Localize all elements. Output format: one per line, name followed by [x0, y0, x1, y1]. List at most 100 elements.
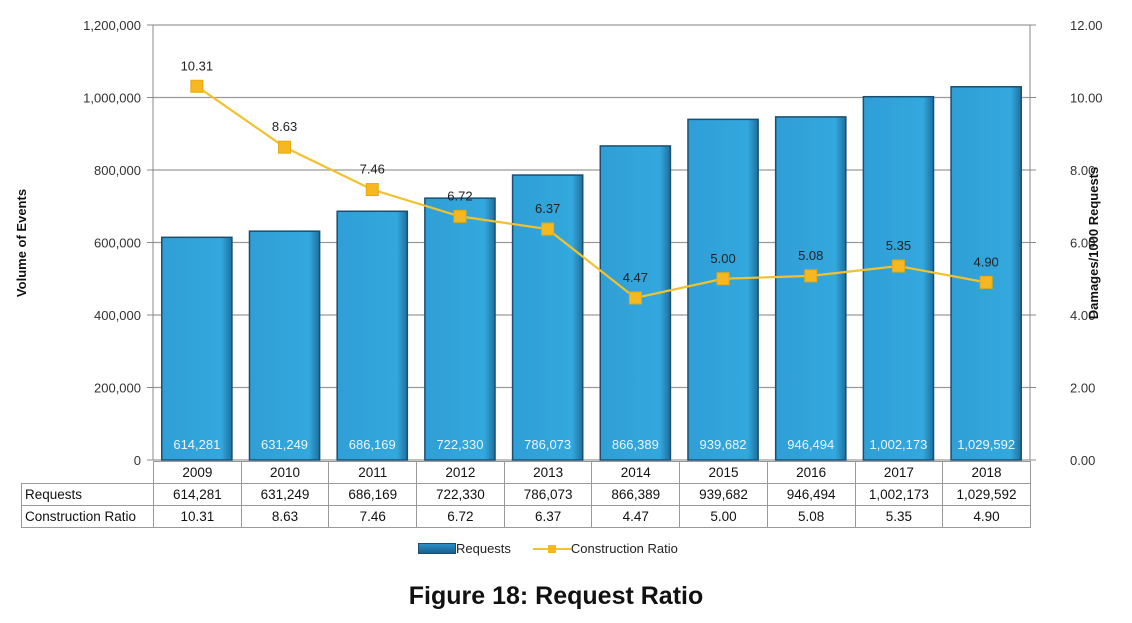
legend-line-swatch	[532, 544, 571, 554]
year-header: 2015	[679, 461, 768, 484]
bar-value-label: 614,281	[173, 437, 220, 452]
line-marker	[716, 272, 730, 286]
line-value-label: 5.35	[886, 238, 911, 253]
ratio-line: 10.31 8.63 7.46 6.72 6.37 4.47 5.00 5.08 5.35 4.9…	[181, 58, 999, 305]
table-row: Requests 614,281 631,249 686,169 722,330 786,…	[21, 483, 1031, 506]
line-value-label: 5.00	[710, 251, 735, 266]
bar-value-label: 939,682	[700, 437, 747, 452]
data-table: 2009 2010 2011 2012 2013 2014 2015 2016 2017 2018…	[21, 461, 1031, 528]
right-tick-label: 8.00	[1070, 163, 1095, 178]
right-tick-label: 2.00	[1070, 381, 1095, 396]
table-row: Construction Ratio 10.31 8.63 7.46 6.72 6.37 4…	[21, 505, 1031, 528]
bar	[774, 116, 847, 461]
requests-bars: 614,281 631,249 686,169 722,330 786,073 866,3…	[161, 86, 1022, 461]
year-header: 2014	[591, 461, 681, 484]
table-cell: 1,002,173	[854, 483, 944, 506]
right-tick-label: 4.00	[1070, 308, 1095, 323]
bar	[687, 118, 759, 461]
table-cell: 946,494	[766, 483, 856, 506]
left-tick-label: 0	[134, 453, 141, 468]
table-cell: 686,169	[328, 483, 418, 506]
table-cell: 5.00	[679, 505, 768, 528]
year-header: 2010	[240, 461, 330, 484]
bar-value-label: 1,002,173	[870, 437, 928, 452]
bar	[161, 236, 233, 461]
right-tick-label: 6.00	[1070, 236, 1095, 251]
left-tick-label: 600,000	[94, 236, 141, 251]
line-value-label: 6.72	[447, 188, 472, 203]
table-cell: 614,281	[153, 483, 242, 506]
bar	[336, 210, 409, 461]
table-cell: 10.31	[153, 505, 242, 528]
left-tick-label: 200,000	[94, 381, 141, 396]
left-axis-title: Volume of Events	[14, 189, 29, 297]
bar-value-label: 1,029,592	[957, 437, 1015, 452]
right-tick-label: 0.00	[1070, 453, 1095, 468]
year-header: 2011	[328, 461, 418, 484]
table-cell: 786,073	[503, 483, 593, 506]
table-cell: 4.47	[591, 505, 681, 528]
bar	[424, 197, 496, 461]
bar-value-label: 686,169	[349, 437, 396, 452]
year-header: 2012	[416, 461, 505, 484]
line-marker	[979, 275, 993, 289]
row-header: Construction Ratio	[21, 505, 154, 528]
table-cell: 631,249	[240, 483, 330, 506]
line-marker	[453, 209, 467, 223]
line-marker	[365, 183, 379, 197]
left-tick-label: 1,000,000	[83, 91, 141, 106]
line-marker	[804, 269, 818, 283]
line-marker	[628, 291, 642, 305]
line-marker	[190, 79, 204, 93]
bar-value-label: 722,330	[436, 437, 483, 452]
right-axis-title: Damages/1000 Requests	[1086, 167, 1101, 319]
table-cell: 4.90	[942, 505, 1031, 528]
table-cell: 5.35	[854, 505, 944, 528]
table-cell: 866,389	[591, 483, 681, 506]
line-value-label: 5.08	[798, 248, 823, 263]
table-cell: 939,682	[679, 483, 768, 506]
year-header: 2017	[854, 461, 944, 484]
bar-value-label: 946,494	[787, 437, 834, 452]
legend-bar-swatch	[418, 543, 456, 554]
table-cell: 6.72	[416, 505, 505, 528]
left-tick-label: 1,200,000	[83, 18, 141, 33]
left-y-axis: 0 200,000 400,000 600,000 800,000 1,000,000 1,…	[83, 18, 141, 468]
table-cell: 7.46	[328, 505, 418, 528]
table-cell: 1,029,592	[942, 483, 1031, 506]
line-marker	[541, 222, 555, 236]
bar-value-label: 866,389	[612, 437, 659, 452]
line-value-label: 6.37	[535, 201, 560, 216]
bar	[950, 86, 1022, 461]
year-header: 2018	[942, 461, 1031, 484]
legend: Requests Construction Ratio	[418, 541, 678, 556]
year-header: 2016	[766, 461, 856, 484]
right-tick-label: 10.00	[1070, 91, 1103, 106]
line-marker	[891, 259, 905, 273]
table-cell: 6.37	[503, 505, 593, 528]
line-value-label: 8.63	[272, 119, 297, 134]
table-cell: 5.08	[766, 505, 856, 528]
legend-ratio: Construction Ratio	[570, 541, 678, 556]
year-header: 2009	[153, 461, 242, 484]
line-value-label: 4.90	[973, 254, 998, 269]
left-tick-label: 400,000	[94, 308, 141, 323]
table-cell: 722,330	[416, 483, 505, 506]
figure-caption: Figure 18: Request Ratio	[408, 582, 704, 610]
line-marker	[278, 140, 292, 154]
year-header: 2013	[503, 461, 593, 484]
bar	[248, 230, 321, 461]
right-tick-label: 12.00	[1070, 18, 1103, 33]
row-header: Requests	[21, 483, 154, 506]
line-value-label: 7.46	[360, 162, 385, 177]
bar-value-label: 786,073	[524, 437, 571, 452]
line-value-label: 4.47	[623, 270, 648, 285]
bar	[862, 95, 935, 461]
legend-requests: Requests	[456, 541, 511, 556]
left-tick-label: 800,000	[94, 163, 141, 178]
line-value-label: 10.31	[181, 58, 214, 73]
table-cell: 8.63	[240, 505, 330, 528]
bar-value-label: 631,249	[261, 437, 308, 452]
right-y-axis: 0.00 2.00 4.00 6.00 8.00 10.00 12.00	[1070, 18, 1103, 468]
